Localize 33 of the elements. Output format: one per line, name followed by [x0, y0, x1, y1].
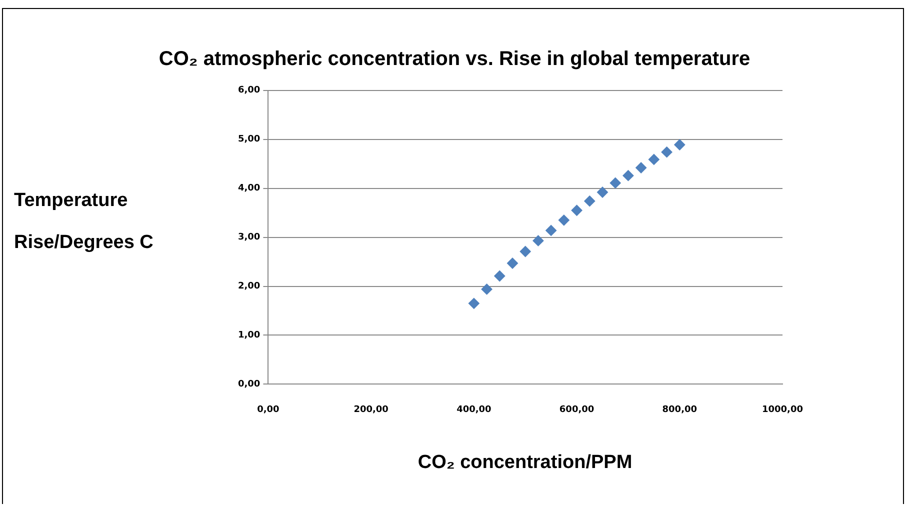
point: [636, 162, 647, 174]
point: [481, 284, 492, 295]
point: [532, 235, 544, 246]
point: [622, 170, 634, 182]
y-axis-title: Temperature Rise/Degrees C: [14, 189, 154, 255]
point: [494, 270, 506, 282]
x-tick-label: 600,00: [559, 404, 594, 415]
y-tick-label: 5,00: [238, 134, 260, 145]
x-tick-label: 0,00: [257, 404, 280, 415]
point: [674, 139, 686, 150]
x-tick-label: 1000,00: [762, 404, 804, 415]
chart-title: CO₂ atmospheric concentration vs. Rise in global temperature: [158, 48, 752, 71]
point: [648, 154, 660, 165]
y-tick-label: 2,00: [238, 282, 260, 292]
y-tick-label: 4,00: [238, 184, 260, 194]
x-tick-label: 200,00: [354, 404, 388, 415]
point: [661, 146, 672, 158]
point: [546, 224, 557, 236]
point: [610, 177, 621, 188]
x-tick-label: 400,00: [456, 404, 492, 415]
point: [584, 196, 596, 207]
y-tick-label: 0,00: [238, 380, 260, 390]
y-tick-label: 3,00: [238, 232, 260, 243]
x-tick-label: 800,00: [662, 404, 698, 415]
point: [597, 186, 608, 198]
x-axis-title: CO₂ concentration/PPM: [416, 452, 634, 474]
point: [468, 298, 480, 309]
point: [571, 204, 582, 216]
point: [520, 246, 531, 257]
y-tick-label: 1,00: [238, 330, 260, 341]
y-tick-label: 6,00: [238, 86, 260, 96]
point: [558, 214, 570, 226]
point: [507, 258, 518, 269]
